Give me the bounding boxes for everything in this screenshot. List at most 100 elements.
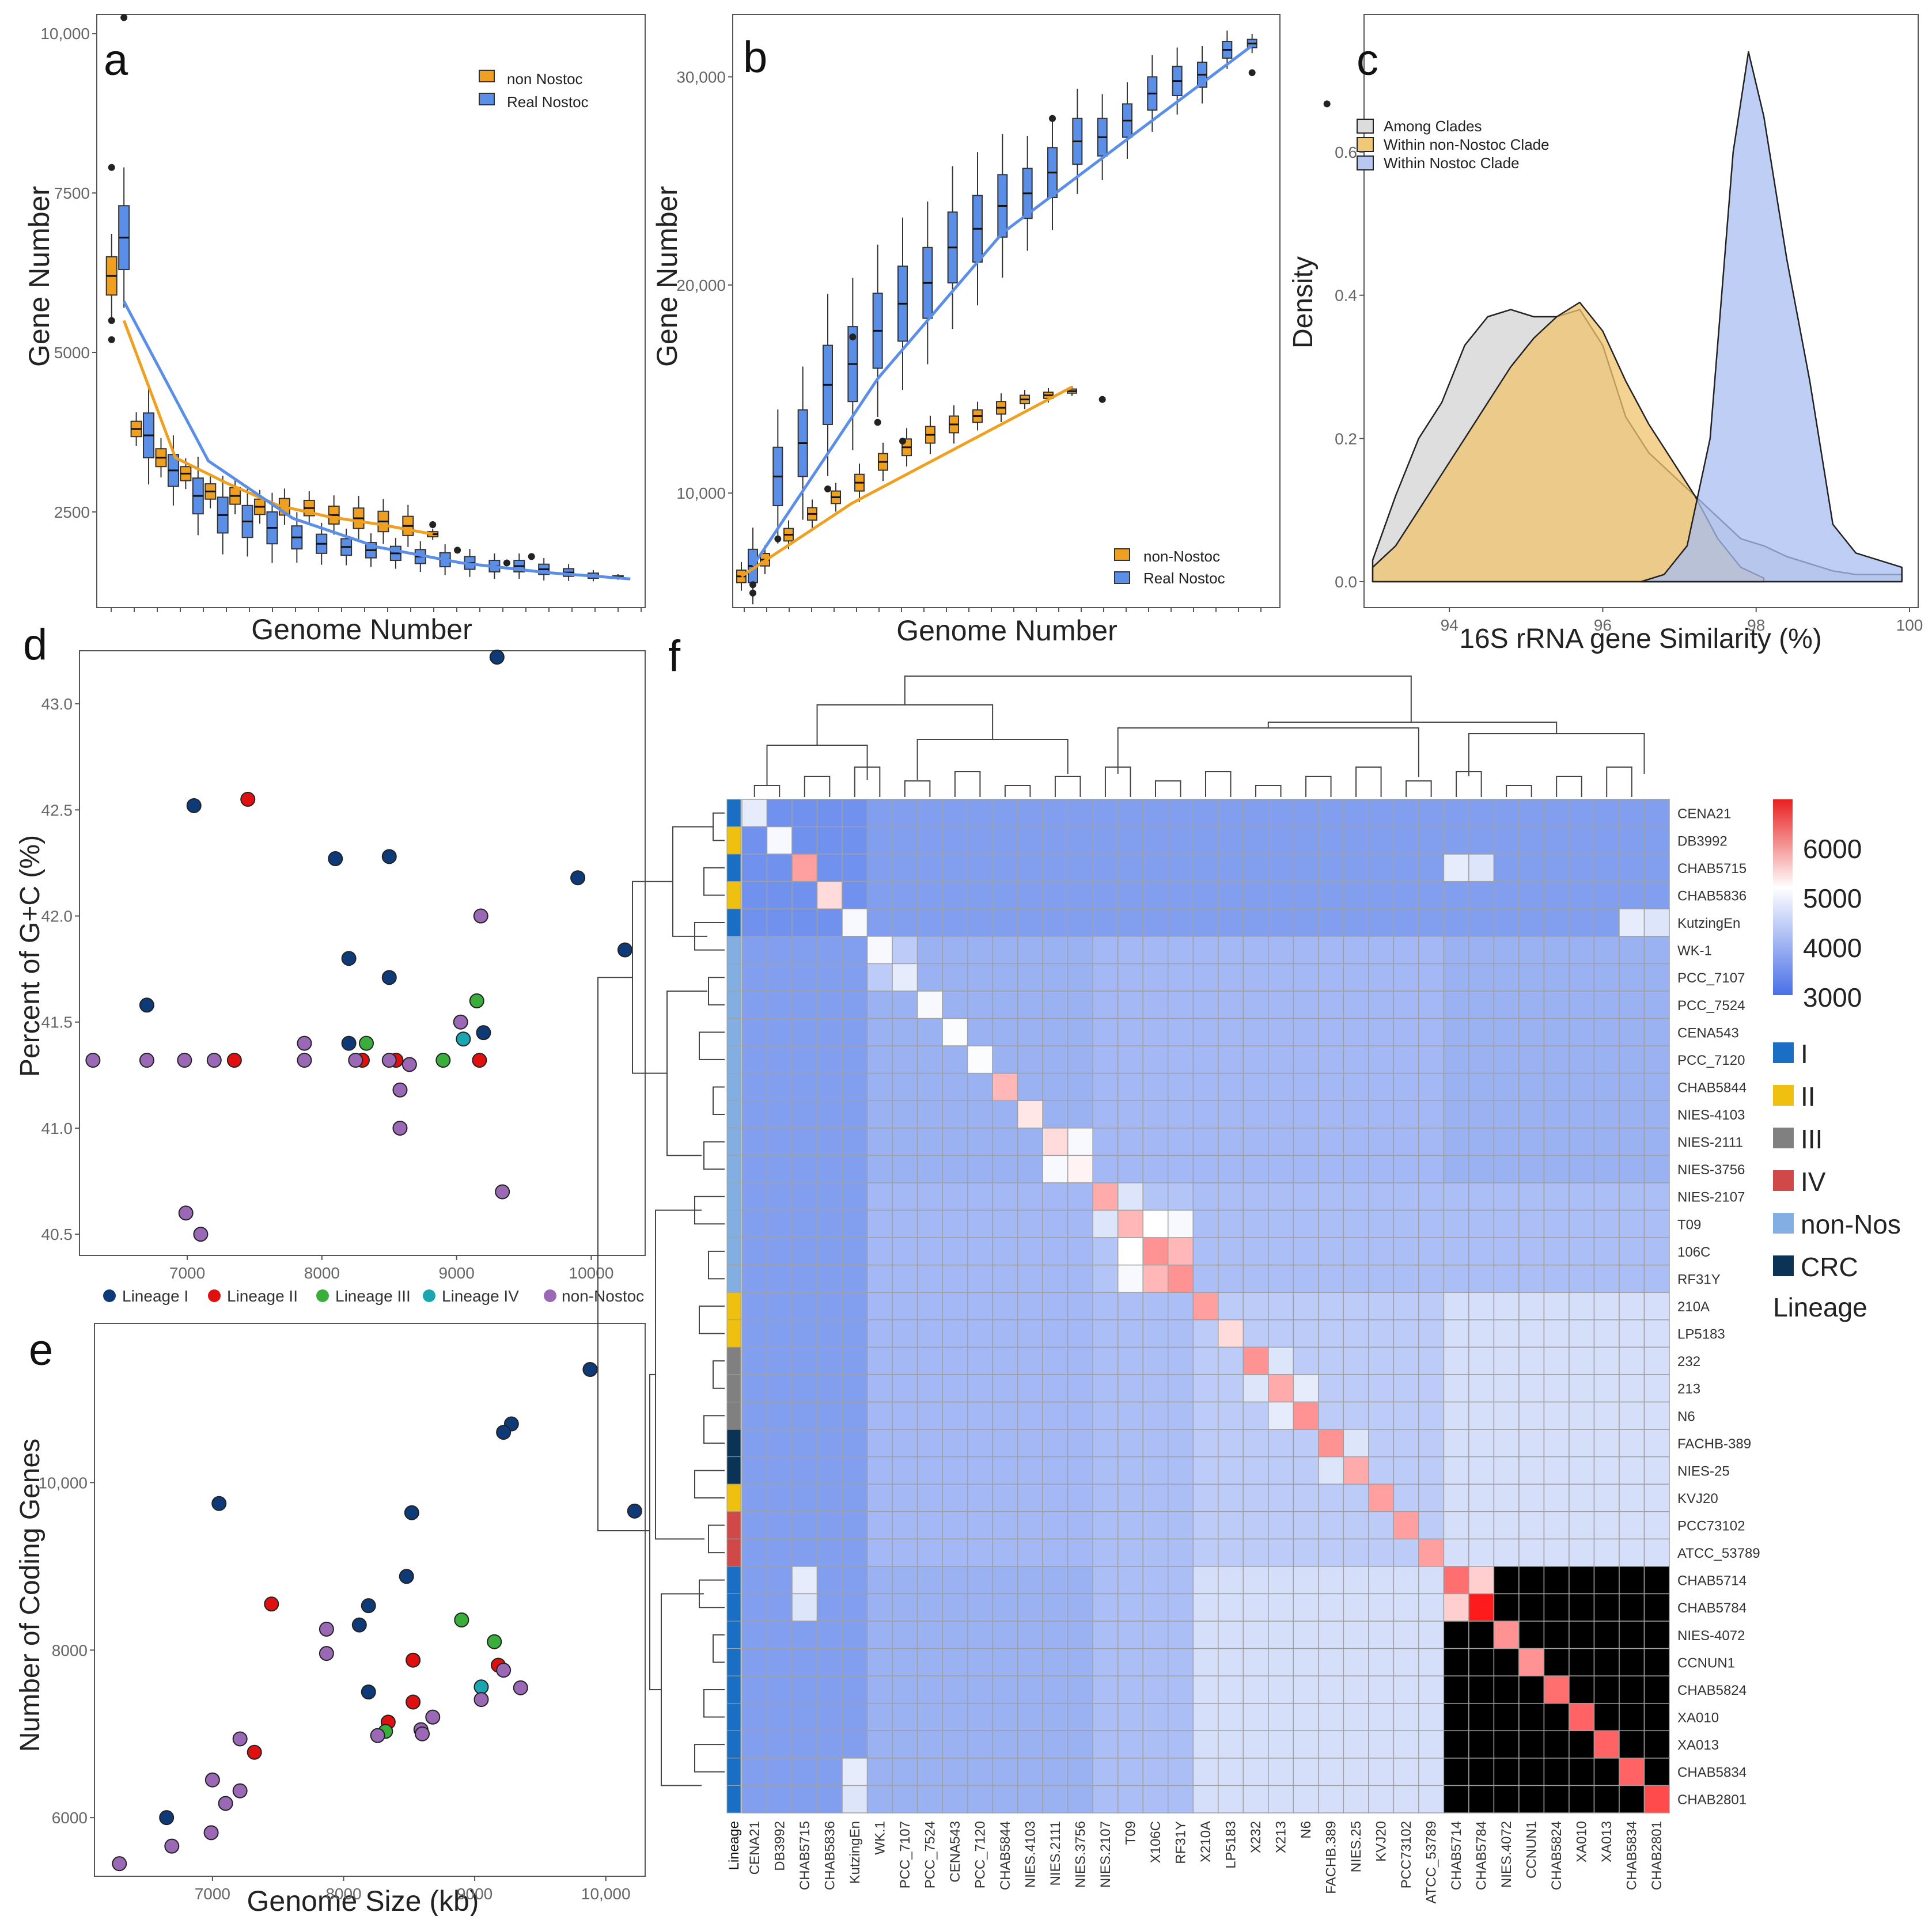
heatmap-cell	[1017, 1648, 1043, 1676]
heatmap-cell	[1569, 1264, 1595, 1293]
heatmap-cell	[1042, 1730, 1069, 1759]
heatmap-cell	[741, 1675, 768, 1704]
heatmap-cell	[866, 1538, 893, 1567]
heatmap-cell	[1117, 1456, 1143, 1485]
heatmap-cell	[1418, 1702, 1445, 1732]
heatmap-cell	[942, 1237, 968, 1266]
d-point	[328, 851, 343, 867]
heatmap-cell	[866, 1292, 893, 1321]
heatmap-cell	[1167, 1648, 1194, 1676]
d-legend-dot-1	[103, 1289, 116, 1302]
heatmap-cell	[1543, 1758, 1570, 1786]
heatmap-cell	[1493, 799, 1520, 828]
heatmap-cell	[1017, 1374, 1043, 1403]
heatmap-cell	[1192, 1128, 1219, 1156]
heatmap-cell	[791, 1593, 818, 1622]
heatmap-cell	[842, 1593, 868, 1622]
heatmap-cell	[1518, 853, 1545, 882]
heatmap-cell	[1569, 1292, 1595, 1321]
heatmap-cell	[1293, 881, 1319, 910]
d-legend-dot-3	[316, 1289, 329, 1302]
heatmap-cell	[1418, 1648, 1445, 1676]
heatmap-cell	[842, 1018, 868, 1046]
heatmap-cell	[992, 1785, 1018, 1813]
heatmap-cell	[1092, 1374, 1119, 1403]
heatmap-cell	[1543, 826, 1570, 855]
heatmap-cell	[1643, 1072, 1670, 1101]
heatmap-cell	[816, 1346, 843, 1375]
heatmap-cell	[791, 1621, 818, 1649]
d-legend-1: Lineage I	[122, 1287, 188, 1305]
a-trend-real	[122, 301, 631, 581]
heatmap-cell	[842, 1730, 868, 1759]
heatmap-cell	[816, 1730, 843, 1759]
heatmap-cell	[916, 1702, 943, 1732]
heatmap-cell	[1418, 1621, 1445, 1649]
heatmap-cell	[1343, 1456, 1369, 1485]
heatmap-cell	[1318, 1319, 1344, 1348]
heatmap-cell	[1643, 1566, 1670, 1595]
heatmap-cell	[741, 1292, 768, 1321]
heatmap-cell	[842, 1346, 868, 1375]
heatmap-cell	[816, 881, 843, 910]
heatmap-cell	[1643, 1456, 1670, 1485]
heatmap-cell	[1518, 1155, 1545, 1183]
heatmap-cell	[1518, 1538, 1545, 1567]
heatmap-cell	[1192, 1237, 1219, 1266]
heatmap-cell	[992, 1346, 1018, 1375]
e-point	[159, 1810, 175, 1826]
heatmap-cell	[816, 853, 843, 882]
heatmap-cell	[916, 1566, 943, 1595]
heatmap-cell	[1368, 1621, 1395, 1649]
heatmap-cell	[791, 1292, 818, 1321]
heatmap-cell	[1393, 881, 1419, 910]
heatmap-cell	[1242, 1785, 1269, 1813]
heatmap-cell	[1393, 853, 1419, 882]
heatmap-cell	[1242, 826, 1269, 855]
heatmap-cell	[842, 1264, 868, 1293]
heatmap-cell	[1042, 1100, 1069, 1129]
heatmap-cell	[1042, 1209, 1069, 1238]
heatmap-cell	[942, 1429, 968, 1458]
row-label: KVJ20	[1677, 1491, 1718, 1507]
b-legend-non: non-Nostoc	[1143, 548, 1220, 565]
heatmap-cell	[942, 1128, 968, 1156]
heatmap-cell	[1017, 936, 1043, 965]
heatmap-cell	[1468, 1702, 1495, 1732]
heatmap-cell	[1443, 1456, 1469, 1485]
heatmap-cell	[1593, 991, 1620, 1019]
heatmap-cell	[1218, 991, 1244, 1019]
row-dendro-branch	[713, 1634, 725, 1663]
heatmap-cell	[1117, 991, 1143, 1019]
heatmap-cell	[1443, 1374, 1469, 1403]
heatmap-cell	[1218, 799, 1244, 828]
d-xtick-label: 7000	[169, 1264, 205, 1282]
heatmap-cell	[892, 1209, 918, 1238]
b-outlier	[849, 333, 857, 341]
heatmap-cell	[942, 1730, 968, 1759]
heatmap-cell	[1493, 1045, 1520, 1074]
heatmap-cell	[1117, 1429, 1143, 1458]
row-lineage-cell	[726, 1292, 741, 1321]
row-label: RF31Y	[1677, 1272, 1721, 1287]
c-xtick-label: 98	[1747, 616, 1765, 634]
col-label: PCC_7524	[922, 1821, 938, 1888]
heatmap-cell	[866, 1128, 893, 1156]
heatmap-cell	[1418, 853, 1445, 882]
panel-letter-e: e	[29, 1326, 53, 1375]
heatmap-cell	[1393, 1128, 1419, 1156]
d-point	[456, 1031, 471, 1047]
heatmap-cell	[1218, 1593, 1244, 1622]
heatmap-cell	[791, 908, 818, 937]
heatmap-cell	[791, 1155, 818, 1183]
heatmap-cell	[1518, 1621, 1545, 1649]
heatmap-cell	[816, 1538, 843, 1567]
heatmap-cell	[967, 1648, 993, 1676]
heatmap-cell	[1543, 1429, 1570, 1458]
heatmap-cell	[892, 991, 918, 1019]
heatmap-cell	[1092, 853, 1119, 882]
heatmap-cell	[967, 1484, 993, 1512]
heatmap-cell	[1468, 1346, 1495, 1375]
e-ylabel: Number of Coding Genes	[15, 1439, 46, 1752]
